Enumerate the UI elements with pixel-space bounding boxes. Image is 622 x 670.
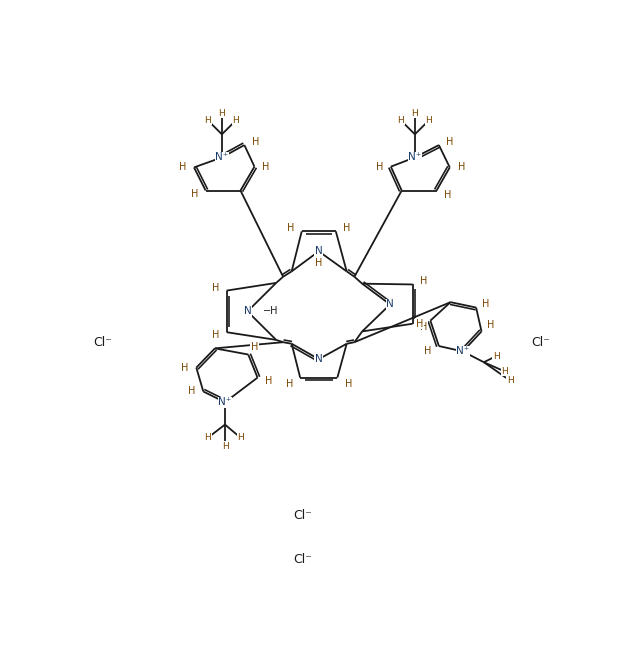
Text: H: H — [237, 433, 244, 442]
Text: H: H — [205, 116, 211, 125]
Text: Cl⁻: Cl⁻ — [293, 509, 312, 522]
Text: H: H — [493, 352, 499, 360]
Text: H: H — [397, 116, 404, 125]
Text: H: H — [181, 362, 188, 373]
Text: H: H — [205, 433, 211, 442]
Text: N: N — [315, 247, 323, 257]
Text: H: H — [188, 387, 195, 397]
Text: H: H — [315, 258, 322, 268]
Text: H: H — [412, 109, 418, 118]
Text: H: H — [507, 376, 514, 385]
Text: N: N — [244, 306, 251, 316]
Text: H: H — [501, 367, 508, 376]
Text: Cl⁻: Cl⁻ — [531, 336, 550, 348]
Text: Cl⁻: Cl⁻ — [293, 553, 312, 566]
Text: H: H — [345, 379, 352, 389]
Text: H: H — [420, 322, 427, 332]
Text: N⁺: N⁺ — [408, 152, 422, 162]
Text: H: H — [179, 162, 186, 172]
Text: H: H — [424, 346, 432, 356]
Text: H: H — [221, 442, 228, 451]
Text: N⁺: N⁺ — [457, 346, 470, 356]
Text: H: H — [212, 283, 220, 293]
Text: H: H — [212, 330, 220, 340]
Text: H: H — [446, 137, 453, 147]
Text: H: H — [416, 319, 423, 329]
Text: H: H — [425, 116, 432, 125]
Text: H: H — [265, 376, 272, 386]
Text: N⁺: N⁺ — [215, 152, 228, 162]
Text: N: N — [386, 299, 394, 310]
Text: Cl⁻: Cl⁻ — [93, 336, 112, 348]
Text: H: H — [443, 190, 451, 200]
Text: H: H — [191, 188, 198, 198]
Text: H: H — [343, 223, 350, 233]
Text: H: H — [218, 109, 225, 118]
Text: N: N — [315, 354, 323, 364]
Text: H: H — [458, 162, 465, 172]
Text: H: H — [487, 320, 494, 330]
Text: −H: −H — [263, 306, 279, 316]
Text: H: H — [262, 161, 270, 172]
Text: H: H — [287, 223, 295, 233]
Text: H: H — [285, 379, 293, 389]
Text: H: H — [251, 137, 259, 147]
Text: H: H — [376, 161, 383, 172]
Text: H: H — [481, 299, 489, 310]
Text: N⁺: N⁺ — [218, 397, 231, 407]
Text: H: H — [233, 116, 239, 125]
Text: H: H — [420, 276, 427, 286]
Text: H: H — [251, 342, 258, 352]
